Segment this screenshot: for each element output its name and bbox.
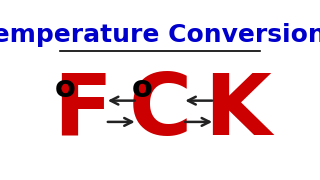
Text: C: C: [128, 70, 192, 153]
Text: K: K: [204, 70, 271, 153]
Text: F: F: [53, 70, 112, 153]
Text: Temperature Conversions: Temperature Conversions: [0, 23, 320, 47]
Text: o: o: [55, 74, 76, 103]
Text: o: o: [132, 74, 153, 103]
